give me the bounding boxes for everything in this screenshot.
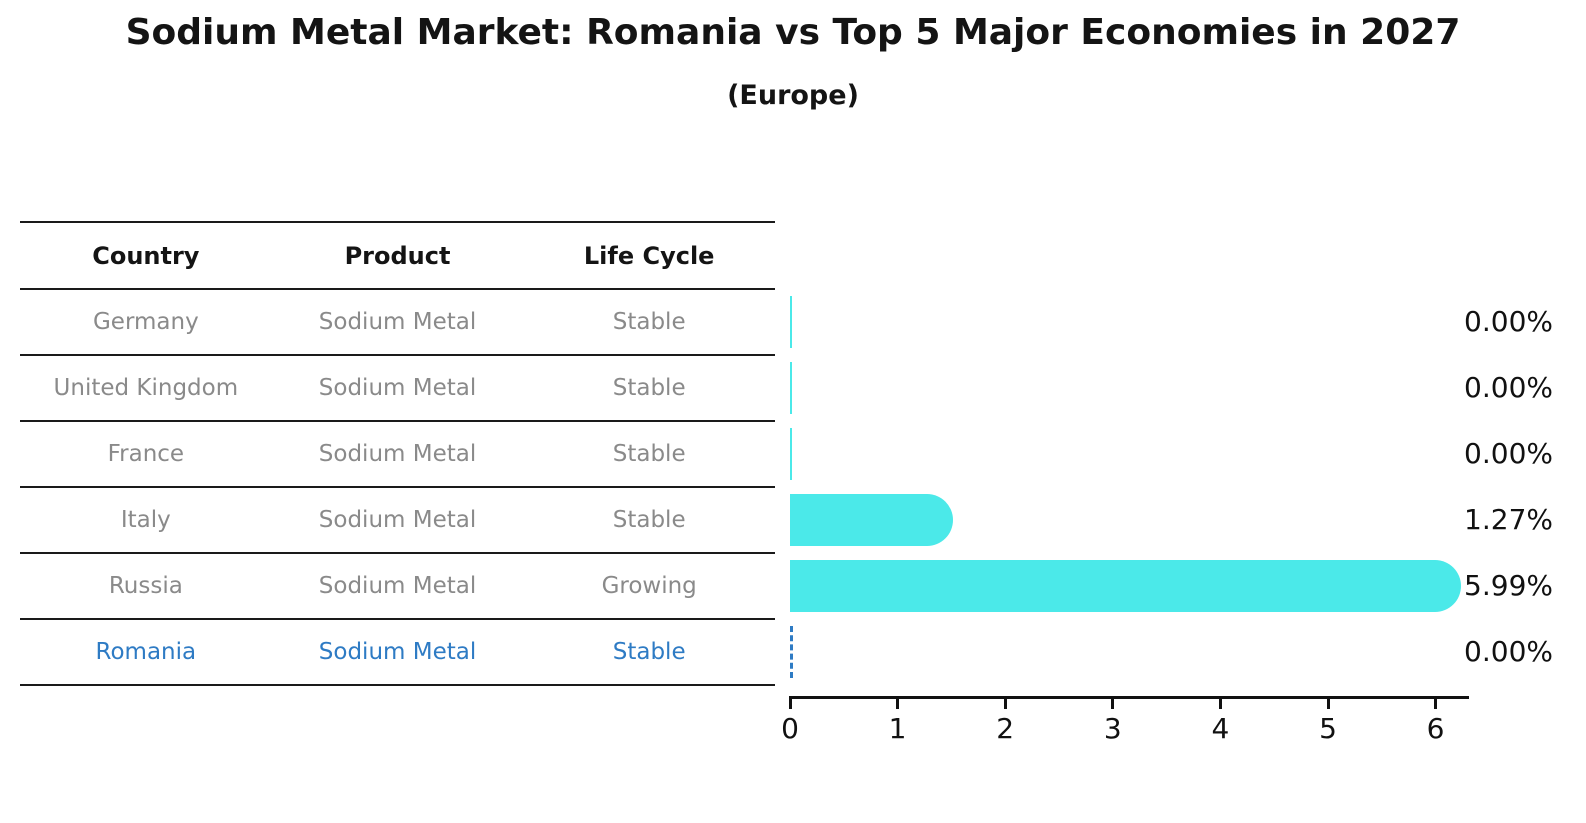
bar-row: 0.00% bbox=[790, 428, 1553, 480]
value-label: 0.00% bbox=[1464, 305, 1553, 338]
x-tick bbox=[1434, 698, 1438, 709]
x-tick bbox=[788, 698, 792, 709]
life-cycle-cell: Stable bbox=[612, 507, 686, 533]
country-cell: France bbox=[107, 441, 185, 467]
value-label: 0.00% bbox=[1464, 437, 1553, 470]
column-header-lifecycle: Life Cycle bbox=[583, 241, 715, 270]
bar-row: 0.00% bbox=[790, 296, 1553, 348]
table-row: United Kingdom Sodium Metal Stable bbox=[20, 356, 775, 422]
value-label: 0.00% bbox=[1464, 371, 1553, 404]
x-tick-label: 5 bbox=[1319, 712, 1337, 745]
product-cell: Sodium Metal bbox=[318, 375, 477, 401]
chart-title: Sodium Metal Market: Romania vs Top 5 Ma… bbox=[125, 12, 1461, 53]
value-label: 5.99% bbox=[1464, 569, 1553, 602]
bar-row: 5.99% bbox=[790, 560, 1553, 612]
value-label: 0.00% bbox=[1464, 635, 1553, 668]
x-tick-label: 6 bbox=[1426, 712, 1445, 745]
table-row: Russia Sodium Metal Growing bbox=[20, 554, 775, 620]
product-cell: Sodium Metal bbox=[318, 441, 477, 467]
bar-row: 1.27% bbox=[790, 494, 1553, 546]
product-cell: Sodium Metal bbox=[318, 573, 477, 599]
x-tick-label: 2 bbox=[996, 712, 1015, 745]
x-tick bbox=[1111, 698, 1115, 709]
product-cell: Sodium Metal bbox=[318, 309, 477, 335]
table-row: Germany Sodium Metal Stable bbox=[20, 290, 775, 356]
country-cell: United Kingdom bbox=[53, 375, 239, 401]
column-header-country: Country bbox=[92, 241, 200, 270]
bar bbox=[790, 296, 792, 348]
value-label: 1.27% bbox=[1464, 503, 1553, 536]
x-tick-label: 0 bbox=[781, 712, 799, 745]
table-row: Romania Sodium Metal Stable bbox=[20, 620, 775, 686]
x-tick bbox=[1326, 698, 1330, 709]
product-cell: Sodium Metal bbox=[318, 639, 477, 665]
bar-row: 0.00% bbox=[790, 626, 1553, 678]
column-header-product: Product bbox=[344, 241, 451, 270]
bar-row: 0.00% bbox=[790, 362, 1553, 414]
life-cycle-cell: Stable bbox=[612, 441, 686, 467]
life-cycle-cell: Stable bbox=[612, 309, 686, 335]
country-cell: Russia bbox=[108, 573, 183, 599]
chart-subtitle: (Europe) bbox=[727, 80, 859, 111]
x-tick bbox=[1003, 698, 1007, 709]
x-tick bbox=[896, 698, 900, 709]
table-row: France Sodium Metal Stable bbox=[20, 422, 775, 488]
country-cell: Romania bbox=[95, 639, 197, 665]
bar-plot-area: 0.00% 0.00% 0.00% 1.27% 5.99% 0.00% bbox=[790, 296, 1553, 692]
x-tick-label: 1 bbox=[888, 712, 907, 745]
x-tick-label: 4 bbox=[1211, 712, 1230, 745]
x-axis-line bbox=[789, 696, 1469, 699]
country-cell: Germany bbox=[92, 309, 199, 335]
bar bbox=[790, 494, 953, 546]
bar bbox=[790, 362, 792, 414]
table-row: Italy Sodium Metal Stable bbox=[20, 488, 775, 554]
x-tick bbox=[1218, 698, 1222, 709]
bar bbox=[790, 626, 793, 678]
life-cycle-cell: Stable bbox=[612, 375, 686, 401]
product-cell: Sodium Metal bbox=[318, 507, 477, 533]
bar bbox=[790, 428, 792, 480]
country-cell: Italy bbox=[120, 507, 171, 533]
x-axis: 0 1 2 3 4 5 6 bbox=[781, 696, 1470, 756]
table-header-row: Country Product Life Cycle bbox=[20, 223, 775, 290]
bar bbox=[790, 560, 1461, 612]
x-tick-label: 3 bbox=[1103, 712, 1122, 745]
life-cycle-cell: Growing bbox=[601, 573, 697, 599]
life-cycle-cell: Stable bbox=[612, 639, 686, 665]
country-table: Country Product Life Cycle Germany Sodiu… bbox=[20, 221, 775, 686]
